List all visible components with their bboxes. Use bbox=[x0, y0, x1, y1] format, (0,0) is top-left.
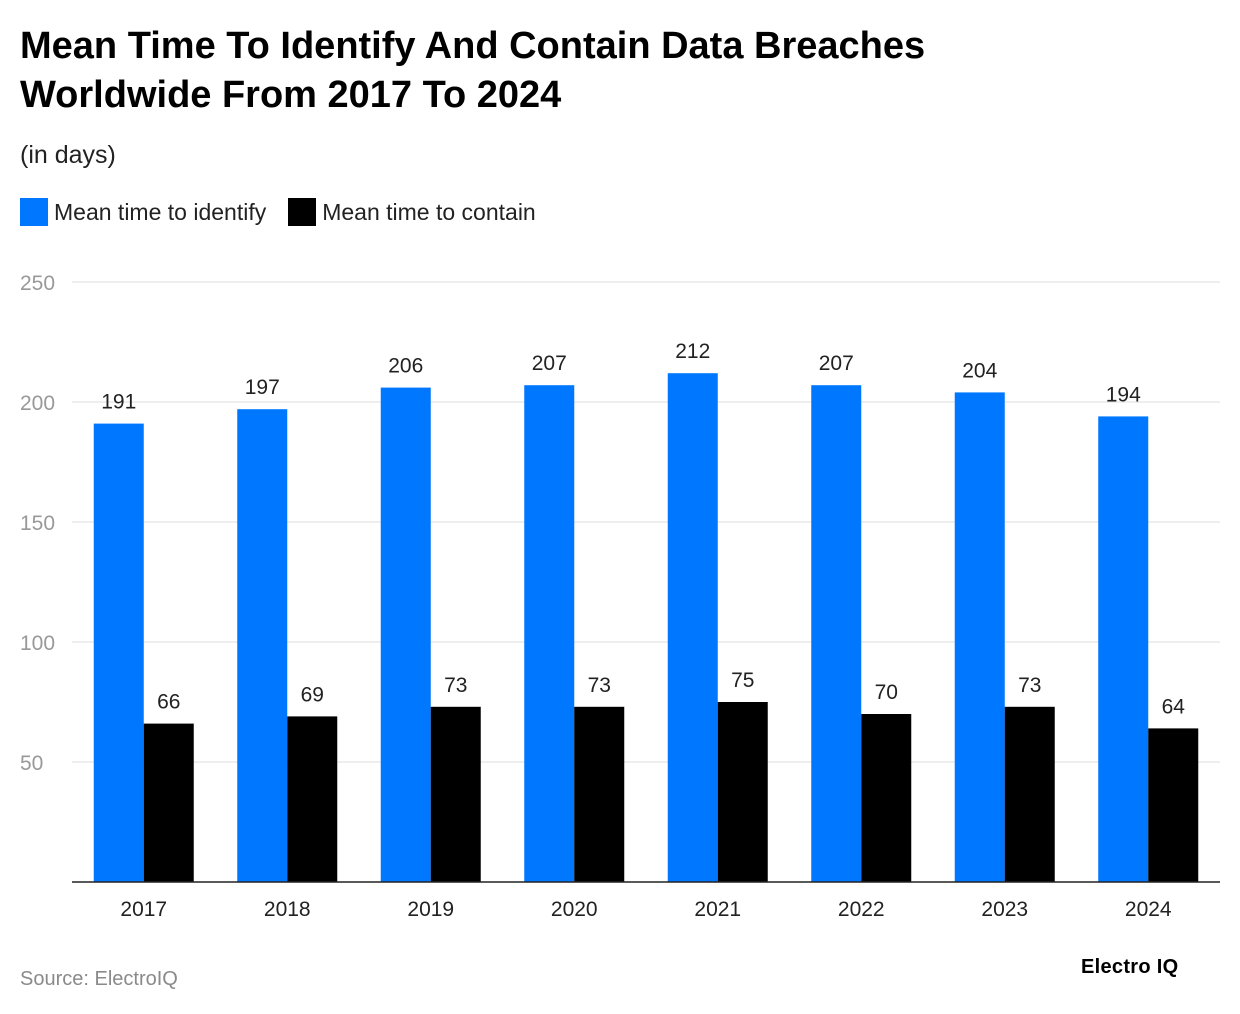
data-label-identify: 212 bbox=[675, 340, 710, 363]
bar-contain bbox=[861, 714, 912, 882]
data-label-contain: 73 bbox=[444, 674, 467, 697]
bar-contain bbox=[717, 702, 768, 882]
data-label-contain: 75 bbox=[731, 669, 754, 692]
data-label-identify: 194 bbox=[1106, 383, 1141, 406]
bar-identify bbox=[524, 385, 575, 882]
legend-item-contain: Mean time to contain bbox=[288, 198, 536, 226]
bar-identify bbox=[1098, 416, 1149, 882]
x-tick-label: 2023 bbox=[981, 898, 1028, 921]
brand-logo: Electro IQ bbox=[1081, 956, 1179, 978]
bar-identify bbox=[667, 373, 718, 882]
chart-subtitle: (in days) bbox=[20, 141, 116, 169]
data-label-identify: 197 bbox=[245, 376, 280, 399]
data-label-identify: 191 bbox=[101, 391, 136, 414]
legend: Mean time to identify Mean time to conta… bbox=[20, 198, 558, 226]
bar-contain bbox=[430, 706, 481, 882]
data-label-identify: 207 bbox=[819, 352, 854, 375]
legend-swatch-contain bbox=[288, 198, 317, 226]
data-label-identify: 206 bbox=[388, 355, 423, 378]
x-tick-label: 2024 bbox=[1125, 898, 1172, 921]
data-label-contain: 64 bbox=[1162, 695, 1186, 718]
data-label-contain: 69 bbox=[301, 683, 324, 706]
legend-label-contain: Mean time to contain bbox=[322, 198, 536, 225]
bar-contain bbox=[287, 716, 338, 882]
x-tick-label: 2019 bbox=[407, 898, 454, 921]
bar-contain bbox=[143, 723, 194, 882]
bar-identify bbox=[380, 387, 431, 882]
data-label-identify: 207 bbox=[532, 352, 567, 375]
y-tick-label: 50 bbox=[20, 752, 43, 775]
bar-identify bbox=[93, 423, 144, 882]
data-label-contain: 70 bbox=[875, 681, 898, 704]
y-tick-label: 150 bbox=[20, 512, 55, 535]
bar-identify bbox=[237, 409, 288, 882]
x-tick-label: 2017 bbox=[120, 898, 167, 921]
data-label-contain: 66 bbox=[157, 691, 180, 714]
bar-contain bbox=[1148, 728, 1199, 882]
bar-contain bbox=[574, 706, 625, 882]
data-label-identify: 204 bbox=[962, 359, 997, 382]
bar-identify bbox=[811, 385, 862, 882]
legend-label-identify: Mean time to identify bbox=[54, 198, 267, 225]
y-tick-label: 100 bbox=[20, 632, 55, 655]
bar-identify bbox=[954, 392, 1005, 882]
data-label-contain: 73 bbox=[588, 674, 611, 697]
y-tick-label: 250 bbox=[20, 272, 55, 295]
legend-swatch-identify bbox=[20, 198, 48, 226]
chart-title: Mean Time To Identify And Contain Data B… bbox=[20, 25, 926, 116]
source-note: Source: ElectroIQ bbox=[20, 968, 178, 990]
x-tick-label: 2021 bbox=[694, 898, 741, 921]
x-tick-label: 2018 bbox=[264, 898, 311, 921]
bar-contain bbox=[1004, 706, 1055, 882]
y-tick-label: 200 bbox=[20, 392, 55, 415]
legend-item-identify: Mean time to identify bbox=[20, 198, 266, 226]
x-tick-label: 2022 bbox=[838, 898, 885, 921]
x-tick-label: 2020 bbox=[551, 898, 598, 921]
data-label-contain: 73 bbox=[1018, 674, 1041, 697]
